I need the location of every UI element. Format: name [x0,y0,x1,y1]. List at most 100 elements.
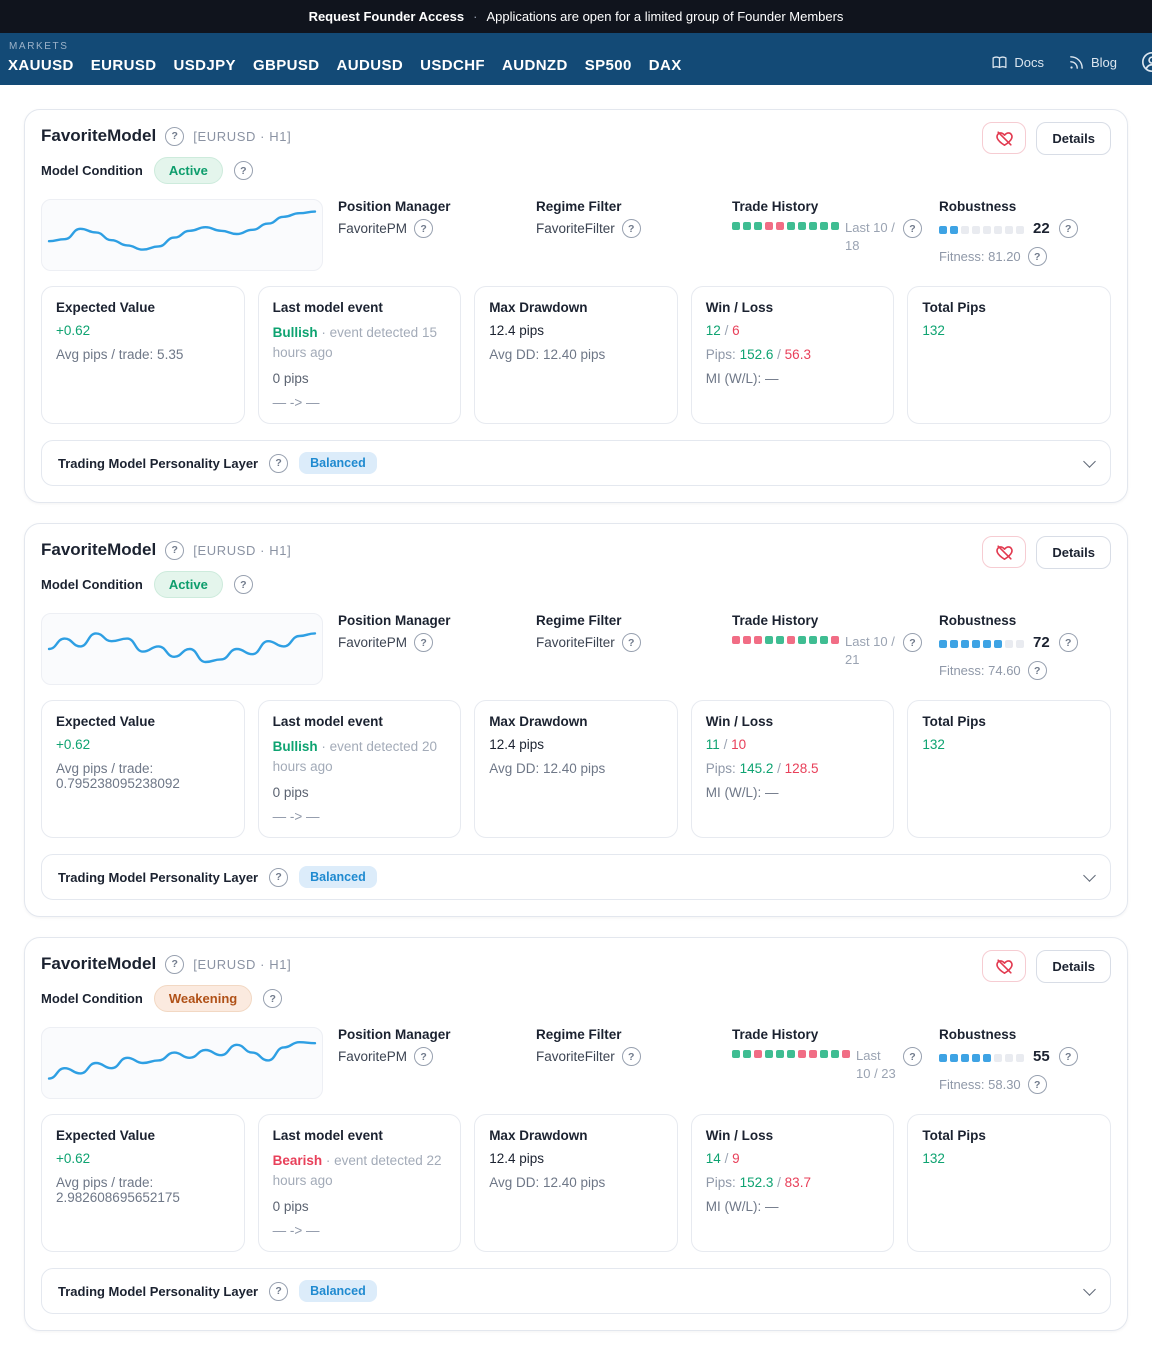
trade-history-caption: Last 10 / 23 [856,1048,896,1082]
fitness-help-icon[interactable] [1027,1075,1047,1095]
nav-ticker-audusd[interactable]: AUDUSD [336,57,404,74]
equity-sparkline [41,613,323,686]
nav-ticker-audnzd[interactable]: AUDNZD [502,57,568,74]
pips-lost: 56.3 [784,347,811,362]
personality-layer-row[interactable]: Trading Model Personality Layer Balanced [41,854,1111,901]
position-manager-value: FavoritePM [338,635,408,651]
trade-win-square [732,1050,740,1059]
fitness-help-icon[interactable] [1027,247,1047,266]
expected-value-box: Expected Value +0.62 Avg pips / trade: 5… [41,286,245,425]
total-pips-box: Total Pips 132 [907,286,1111,425]
personality-help-icon[interactable] [269,453,289,473]
model-card-list: Details FavoriteModel [EURUSD · H1] Mode… [0,85,1152,1355]
robustness-empty-square [1005,226,1013,234]
pips-won: 145.2 [739,761,774,777]
robustness-label: Robustness [939,1027,1017,1043]
founder-access-link[interactable]: Request Founder Access [308,9,465,24]
nav-ticker-eurusd[interactable]: EURUSD [90,57,157,74]
personality-layer-row[interactable]: Trading Model Personality Layer Balanced [41,1268,1111,1315]
robustness-meter [939,223,1024,234]
robustness-help-icon[interactable] [1058,633,1078,653]
nav-ticker-gbpusd[interactable]: GBPUSD [252,57,320,74]
chevron-down-icon[interactable] [1083,1283,1096,1296]
robustness-help-icon[interactable] [1058,219,1078,238]
trade-win-square [787,1050,795,1059]
robustness-help-icon[interactable] [1058,1047,1078,1067]
trade-loss-square [842,1050,850,1059]
robustness-label: Robustness [939,199,1017,214]
trade-win-square [809,636,817,645]
docs-label: Docs [1014,54,1044,70]
position-manager-label: Position Manager [338,613,451,629]
position-manager-column: Position Manager FavoritePM [338,1027,519,1067]
regime-filter-help-icon[interactable] [621,1047,641,1067]
trade-history-help-icon[interactable] [903,633,922,653]
chevron-down-icon[interactable] [1083,454,1096,468]
details-button[interactable]: Details [1036,950,1111,984]
robustness-meter [939,637,1024,649]
nav-ticker-usdjpy[interactable]: USDJPY [173,57,236,74]
fitness-help-icon[interactable] [1027,661,1047,681]
max-drawdown-box: Max Drawdown 12.4 pips Avg DD: 12.40 pip… [474,286,678,425]
event-range: — -> — [272,395,320,411]
model-condition-badge: Active [153,571,223,599]
personality-label: Trading Model Personality Layer [58,869,259,885]
details-button[interactable]: Details [1036,536,1111,570]
model-help-icon[interactable] [165,954,185,974]
regime-filter-column: Regime Filter FavoriteFilter [536,613,715,653]
blog-link[interactable]: Blog [1068,54,1117,71]
nav-ticker-xauusd[interactable]: XAUUSD [8,57,74,74]
total-pips-value: 132 [922,323,945,338]
total-pips-label: Total Pips [922,1128,986,1144]
trade-win-square [831,1050,839,1059]
win-count: 11 [705,737,720,753]
trade-loss-square [754,1050,762,1059]
position-manager-help-icon[interactable] [414,219,434,238]
position-manager-help-icon[interactable] [414,1047,434,1067]
expected-value-label: Expected Value [56,714,156,730]
model-help-icon[interactable] [165,540,185,560]
win-loss-label: Win / Loss [705,1128,774,1144]
regime-filter-help-icon[interactable] [621,219,641,238]
personality-help-icon[interactable] [269,867,289,887]
trade-win-square [798,222,806,230]
condition-help-icon[interactable] [233,161,253,180]
personality-layer-row[interactable]: Trading Model Personality Layer Balanced [41,440,1111,487]
unfavorite-button[interactable] [982,950,1027,983]
trade-history-column: Trade History Last 10 / 23 [732,1027,922,1083]
regime-filter-help-icon[interactable] [621,633,641,653]
win-count: 14 [705,1151,721,1167]
nav-ticker-sp500[interactable]: SP500 [584,57,632,74]
details-button[interactable]: Details [1036,122,1111,155]
trade-history-help-icon[interactable] [903,1047,922,1067]
trade-loss-square [809,1050,817,1059]
condition-help-icon[interactable] [263,989,283,1009]
position-manager-help-icon[interactable] [414,633,434,653]
win-loss-box: Win / Loss 14 / 9 Pips: 152.3 / 83.7 MI … [690,1114,895,1253]
nav-ticker-dax[interactable]: DAX [648,57,682,74]
regime-filter-column: Regime Filter FavoriteFilter [536,1027,715,1067]
trade-history-help-icon[interactable] [903,219,922,238]
model-help-icon[interactable] [165,126,185,146]
total-pips-value: 132 [922,737,945,753]
robustness-empty-square [961,226,969,234]
personality-help-icon[interactable] [269,1281,289,1301]
docs-link[interactable]: Docs [991,54,1044,71]
condition-help-icon[interactable] [233,575,253,595]
loss-count: 9 [732,1151,740,1167]
unfavorite-button[interactable] [982,122,1027,154]
trade-loss-square [831,636,839,645]
trade-history-label: Trade History [732,613,819,629]
event-direction: Bullish [272,739,318,755]
chevron-down-icon[interactable] [1083,868,1096,882]
win-count: 12 [705,323,721,338]
ticker-tabs: XAUUSD EURUSD USDJPY GBPUSD AUDUSD USDCH… [8,57,1152,74]
blog-label: Blog [1090,54,1117,70]
pips-separator: / [777,1175,781,1191]
robustness-filled-square [961,640,969,649]
user-avatar-icon[interactable] [1141,51,1152,73]
nav-ticker-usdchf[interactable]: USDCHF [420,57,485,74]
trade-history-caption: Last 10 / 18 [845,220,895,254]
total-pips-value: 132 [922,1151,945,1167]
unfavorite-button[interactable] [982,536,1027,569]
